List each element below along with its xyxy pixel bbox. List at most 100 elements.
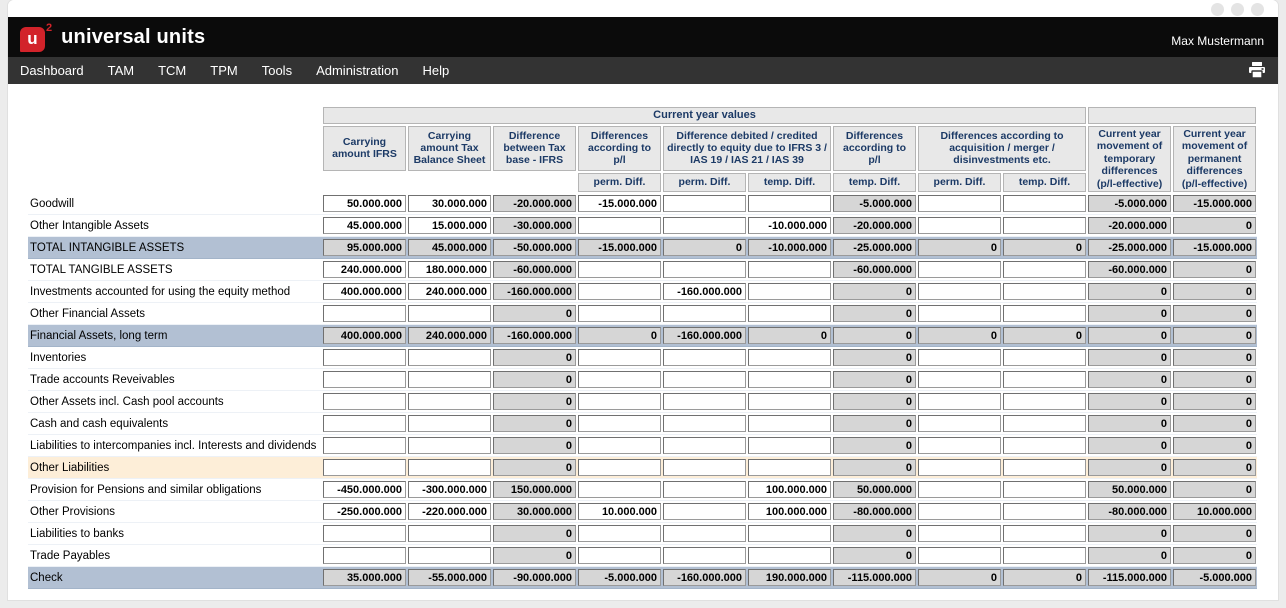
value-cell-r6-c4[interactable] [578, 305, 661, 323]
value-cell-r5-c9[interactable] [1003, 283, 1087, 301]
value-cell-r8-c1[interactable] [323, 349, 406, 367]
value-cell-r11-c8[interactable] [918, 415, 1001, 433]
value-cell-r1-c6[interactable] [748, 195, 831, 213]
value-cell-r9-c2[interactable] [408, 371, 491, 389]
value-cell-r12-c8[interactable] [918, 437, 1001, 455]
printer-icon[interactable] [1248, 62, 1266, 79]
value-cell-r5-c6[interactable] [748, 283, 831, 301]
value-cell-r16-c1[interactable] [323, 525, 406, 543]
value-cell-r12-c2[interactable] [408, 437, 491, 455]
value-cell-r6-c9[interactable] [1003, 305, 1087, 323]
value-cell-r2-c1[interactable] [323, 217, 406, 235]
value-cell-r11-c4[interactable] [578, 415, 661, 433]
value-cell-r8-c8[interactable] [918, 349, 1001, 367]
value-cell-r17-c9[interactable] [1003, 547, 1087, 565]
value-cell-r15-c8[interactable] [918, 503, 1001, 521]
value-cell-r5-c8[interactable] [918, 283, 1001, 301]
value-cell-r2-c9[interactable] [1003, 217, 1087, 235]
value-cell-r17-c4[interactable] [578, 547, 661, 565]
value-cell-r10-c8[interactable] [918, 393, 1001, 411]
value-cell-r11-c2[interactable] [408, 415, 491, 433]
value-cell-r13-c2[interactable] [408, 459, 491, 477]
user-name[interactable]: Max Mustermann [1171, 34, 1264, 48]
value-cell-r12-c9[interactable] [1003, 437, 1087, 455]
value-cell-r4-c9[interactable] [1003, 261, 1087, 279]
value-cell-r6-c2[interactable] [408, 305, 491, 323]
value-cell-r15-c2[interactable] [408, 503, 491, 521]
value-cell-r2-c4[interactable] [578, 217, 661, 235]
value-cell-r10-c9[interactable] [1003, 393, 1087, 411]
value-cell-r16-c2[interactable] [408, 525, 491, 543]
value-cell-r9-c5[interactable] [663, 371, 746, 389]
value-cell-r1-c9[interactable] [1003, 195, 1087, 213]
value-cell-r4-c8[interactable] [918, 261, 1001, 279]
value-cell-r10-c1[interactable] [323, 393, 406, 411]
value-cell-r11-c9[interactable] [1003, 415, 1087, 433]
value-cell-r1-c1[interactable] [323, 195, 406, 213]
value-cell-r11-c5[interactable] [663, 415, 746, 433]
value-cell-r12-c6[interactable] [748, 437, 831, 455]
value-cell-r6-c1[interactable] [323, 305, 406, 323]
value-cell-r17-c1[interactable] [323, 547, 406, 565]
value-cell-r11-c1[interactable] [323, 415, 406, 433]
nav-item-tools[interactable]: Tools [261, 63, 293, 78]
nav-item-tam[interactable]: TAM [107, 63, 135, 78]
value-cell-r8-c9[interactable] [1003, 349, 1087, 367]
value-cell-r8-c5[interactable] [663, 349, 746, 367]
value-cell-r13-c9[interactable] [1003, 459, 1087, 477]
nav-item-administration[interactable]: Administration [316, 63, 399, 78]
value-cell-r15-c1[interactable] [323, 503, 406, 521]
value-cell-r10-c2[interactable] [408, 393, 491, 411]
value-cell-r1-c4[interactable] [578, 195, 661, 213]
value-cell-r2-c2[interactable] [408, 217, 491, 235]
value-cell-r10-c5[interactable] [663, 393, 746, 411]
value-cell-r13-c1[interactable] [323, 459, 406, 477]
value-cell-r9-c8[interactable] [918, 371, 1001, 389]
value-cell-r14-c4[interactable] [578, 481, 661, 499]
value-cell-r11-c6[interactable] [748, 415, 831, 433]
value-cell-r6-c8[interactable] [918, 305, 1001, 323]
value-cell-r9-c4[interactable] [578, 371, 661, 389]
value-cell-r5-c4[interactable] [578, 283, 661, 301]
value-cell-r14-c2[interactable] [408, 481, 491, 499]
value-cell-r4-c6[interactable] [748, 261, 831, 279]
value-cell-r1-c5[interactable] [663, 195, 746, 213]
value-cell-r15-c6[interactable] [748, 503, 831, 521]
value-cell-r15-c4[interactable] [578, 503, 661, 521]
value-cell-r10-c4[interactable] [578, 393, 661, 411]
value-cell-r12-c1[interactable] [323, 437, 406, 455]
value-cell-r2-c5[interactable] [663, 217, 746, 235]
value-cell-r14-c5[interactable] [663, 481, 746, 499]
value-cell-r17-c6[interactable] [748, 547, 831, 565]
value-cell-r16-c8[interactable] [918, 525, 1001, 543]
nav-item-tcm[interactable]: TCM [158, 63, 187, 78]
value-cell-r16-c4[interactable] [578, 525, 661, 543]
value-cell-r15-c9[interactable] [1003, 503, 1087, 521]
value-cell-r14-c6[interactable] [748, 481, 831, 499]
value-cell-r4-c1[interactable] [323, 261, 406, 279]
value-cell-r2-c6[interactable] [748, 217, 831, 235]
value-cell-r1-c2[interactable] [408, 195, 491, 213]
value-cell-r13-c4[interactable] [578, 459, 661, 477]
value-cell-r13-c6[interactable] [748, 459, 831, 477]
value-cell-r14-c8[interactable] [918, 481, 1001, 499]
value-cell-r9-c6[interactable] [748, 371, 831, 389]
value-cell-r16-c9[interactable] [1003, 525, 1087, 543]
value-cell-r4-c2[interactable] [408, 261, 491, 279]
value-cell-r4-c4[interactable] [578, 261, 661, 279]
value-cell-r5-c5[interactable] [663, 283, 746, 301]
value-cell-r5-c1[interactable] [323, 283, 406, 301]
value-cell-r6-c6[interactable] [748, 305, 831, 323]
value-cell-r14-c9[interactable] [1003, 481, 1087, 499]
value-cell-r8-c2[interactable] [408, 349, 491, 367]
value-cell-r4-c5[interactable] [663, 261, 746, 279]
value-cell-r17-c2[interactable] [408, 547, 491, 565]
nav-item-tpm[interactable]: TPM [210, 63, 238, 78]
value-cell-r16-c5[interactable] [663, 525, 746, 543]
value-cell-r15-c5[interactable] [663, 503, 746, 521]
value-cell-r8-c4[interactable] [578, 349, 661, 367]
value-cell-r9-c9[interactable] [1003, 371, 1087, 389]
value-cell-r17-c5[interactable] [663, 547, 746, 565]
value-cell-r8-c6[interactable] [748, 349, 831, 367]
nav-item-help[interactable]: Help [422, 63, 450, 78]
